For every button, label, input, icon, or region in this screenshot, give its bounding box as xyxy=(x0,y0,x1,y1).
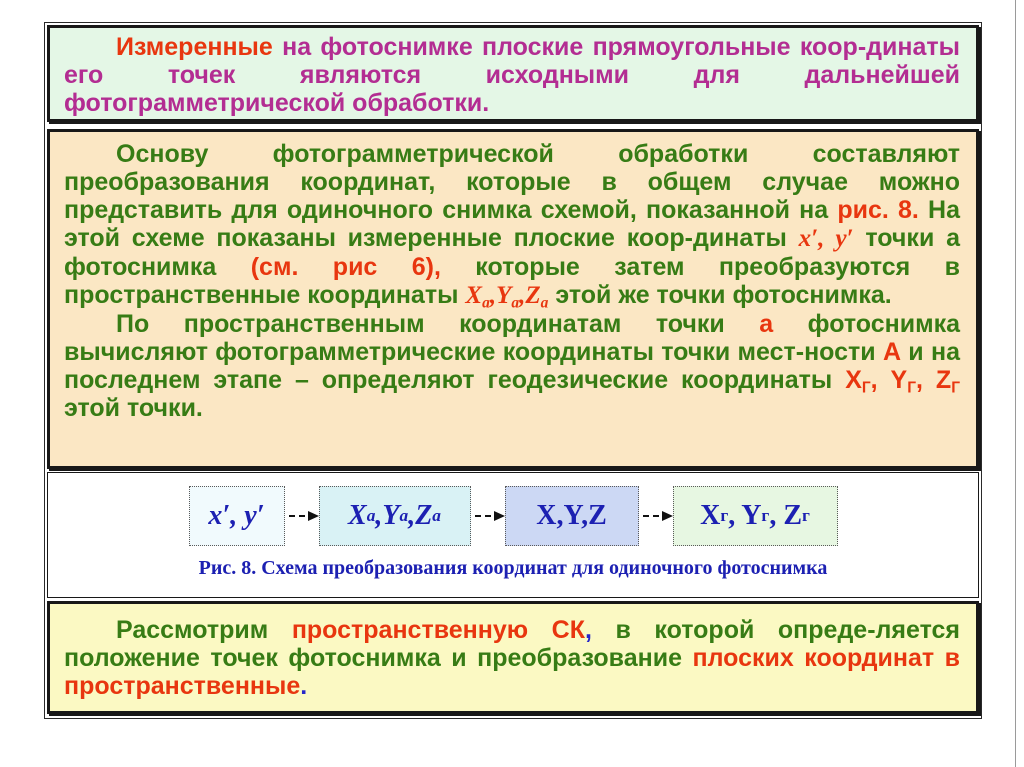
figure-caption: Рис. 8. Схема преобразования координат д… xyxy=(198,557,828,579)
intro-box: Измеренные на фотоснимке плоские прямоуг… xyxy=(47,25,979,122)
main-paragraph-2: По пространственным координатам точки а … xyxy=(64,310,961,422)
dashed-arrow-icon xyxy=(474,511,505,521)
dashed-arrow-icon xyxy=(642,511,673,521)
intro-paragraph: Измеренные на фотоснимке плоские прямоуг… xyxy=(64,33,960,117)
conclusion-paragraph: Рассмотрим пространственную СК, в которо… xyxy=(64,616,960,700)
flow-node-terrain-coords: X,Y,Z xyxy=(504,486,639,546)
dashed-arrow-icon xyxy=(288,511,319,521)
slide-frame: Измеренные на фотоснимке плоские прямоуг… xyxy=(44,22,982,719)
flow-node-photo-plane-coords: x′, y′ xyxy=(188,486,285,546)
main-paragraph-1: Основу фотограмметрической обработки сос… xyxy=(64,140,960,312)
main-text-box: Основу фотограмметрической обработки сос… xyxy=(47,129,979,469)
conclusion-box: Рассмотрим пространственную СК, в которо… xyxy=(47,601,979,714)
window-edge-line xyxy=(1015,0,1016,767)
